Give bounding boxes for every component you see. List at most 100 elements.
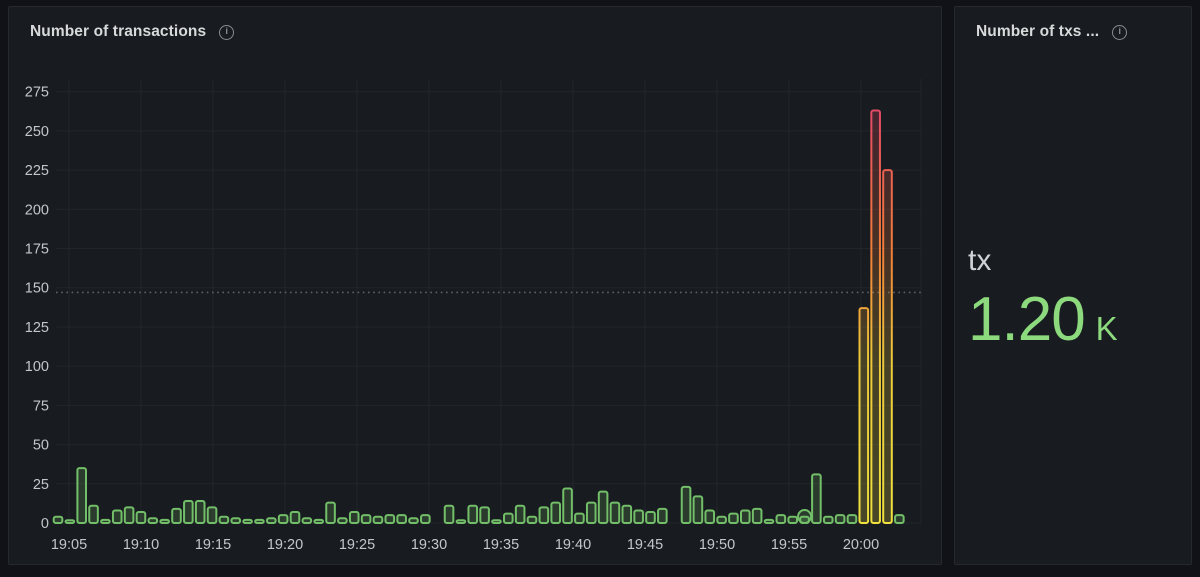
chart-bar bbox=[420, 514, 431, 525]
chart-bar bbox=[372, 515, 384, 525]
highlighted-point-marker bbox=[797, 509, 813, 524]
chart-bar bbox=[763, 518, 775, 524]
chart-bar bbox=[230, 517, 242, 524]
chart-bar bbox=[123, 506, 135, 525]
stat-series-label: tx bbox=[968, 244, 992, 277]
chart-bar bbox=[834, 514, 846, 525]
chart-bar bbox=[621, 504, 633, 524]
x-tick-label: 19:25 bbox=[339, 537, 375, 553]
transactions-bar-chart[interactable]: 0 25 50 75 100 125 150 175 200 225 250 275 19:05 19:1… bbox=[9, 7, 943, 566]
transactions-panel-header: Number of transactions i bbox=[9, 7, 941, 45]
chart-bar bbox=[313, 518, 324, 524]
y-tick-label: 50 bbox=[33, 438, 49, 454]
chart-bar bbox=[858, 307, 870, 525]
info-icon[interactable]: i bbox=[1112, 24, 1128, 40]
chart-bar bbox=[194, 500, 206, 524]
chart-bar bbox=[633, 509, 644, 524]
chart-bar bbox=[894, 514, 905, 525]
x-tick-label: 19:10 bbox=[123, 537, 159, 553]
chart-bar bbox=[562, 487, 573, 525]
x-tick-label: 19:45 bbox=[627, 537, 663, 553]
stat-content: tx 1.20 K bbox=[968, 244, 1118, 352]
y-tick-label: 175 bbox=[25, 242, 49, 258]
chart-bar bbox=[52, 515, 64, 525]
chart-bar bbox=[740, 509, 751, 524]
y-tick-label: 100 bbox=[25, 359, 49, 375]
chart-bar bbox=[514, 504, 526, 524]
chart-bar bbox=[277, 514, 289, 525]
txs-stat-panel: Number of txs ... i tx 1.20 K bbox=[954, 6, 1192, 565]
chart-bar bbox=[491, 519, 502, 525]
chart-bar bbox=[597, 490, 609, 525]
transactions-panel-title[interactable]: Number of transactions bbox=[30, 23, 207, 40]
chart-bar bbox=[266, 517, 277, 524]
chart-bar bbox=[384, 514, 396, 525]
chart-bar bbox=[882, 169, 893, 524]
y-tick-label: 75 bbox=[33, 398, 49, 414]
chart-bar bbox=[574, 512, 585, 524]
chart-bar bbox=[147, 517, 159, 524]
x-tick-label: 20:00 bbox=[843, 537, 879, 553]
chart-bar bbox=[360, 514, 372, 525]
chart-bar bbox=[206, 506, 218, 525]
x-tick-label: 19:40 bbox=[555, 537, 591, 553]
chart-bar bbox=[811, 473, 822, 524]
chart-bar bbox=[479, 506, 490, 525]
chart-bar bbox=[645, 511, 656, 525]
chart-bar bbox=[183, 500, 194, 524]
y-tick-label: 225 bbox=[25, 163, 49, 179]
chart-bar bbox=[242, 518, 253, 524]
chart-bar bbox=[728, 512, 739, 524]
chart-bar bbox=[325, 501, 336, 524]
chart-bar bbox=[254, 518, 265, 524]
chart-bar bbox=[443, 504, 455, 524]
info-icon[interactable]: i bbox=[219, 24, 235, 40]
chart-bar bbox=[751, 507, 763, 525]
chart-bar bbox=[135, 511, 147, 525]
chart-bar bbox=[289, 511, 301, 525]
chart-bar bbox=[585, 501, 597, 524]
chart-bar bbox=[657, 507, 668, 525]
y-tick-label: 150 bbox=[25, 281, 49, 297]
chart-bar bbox=[692, 495, 704, 525]
stat-unit: K bbox=[1095, 309, 1118, 347]
chart-bar bbox=[716, 515, 727, 525]
x-tick-label: 19:15 bbox=[195, 537, 231, 553]
x-tick-label: 19:30 bbox=[411, 537, 447, 553]
chart-bar bbox=[538, 506, 550, 525]
chart-bar bbox=[704, 509, 716, 524]
chart-bar bbox=[171, 507, 182, 525]
chart-bar bbox=[408, 517, 419, 524]
y-tick-label: 250 bbox=[25, 124, 49, 140]
x-tick-label: 19:05 bbox=[51, 537, 87, 553]
txs-stat-panel-header: Number of txs ... i bbox=[955, 7, 1191, 45]
x-tick-label: 19:35 bbox=[483, 537, 519, 553]
y-tick-label: 125 bbox=[25, 320, 49, 336]
x-tick-label: 19:20 bbox=[267, 537, 303, 553]
chart-bar bbox=[159, 518, 170, 524]
x-tick-label: 19:50 bbox=[699, 537, 735, 553]
chart-bar bbox=[111, 509, 123, 524]
chart-bar bbox=[787, 515, 799, 525]
chart-bar bbox=[348, 511, 360, 525]
chart-bar bbox=[550, 501, 562, 524]
y-tick-label: 200 bbox=[25, 202, 49, 218]
stat-value-row: 1.20 K bbox=[968, 284, 1118, 354]
chart-bar bbox=[775, 514, 787, 525]
txs-stat-panel-title[interactable]: Number of txs ... bbox=[976, 23, 1100, 40]
chart-bar bbox=[822, 515, 834, 525]
y-tick-label: 275 bbox=[25, 85, 49, 101]
y-tick-label: 25 bbox=[33, 477, 49, 493]
chart-bar bbox=[609, 501, 621, 524]
chart-bar bbox=[467, 504, 479, 524]
chart-bar bbox=[337, 517, 348, 524]
y-tick-label: 0 bbox=[41, 516, 49, 532]
stat-value: 1.20 bbox=[968, 284, 1086, 354]
x-tick-label: 19:55 bbox=[771, 537, 807, 553]
chart-bar bbox=[870, 109, 881, 524]
chart-bar bbox=[88, 504, 99, 524]
chart-bar bbox=[680, 485, 692, 524]
chart-bar bbox=[76, 467, 88, 525]
chart-bar bbox=[218, 515, 230, 525]
chart-bar bbox=[301, 517, 313, 524]
